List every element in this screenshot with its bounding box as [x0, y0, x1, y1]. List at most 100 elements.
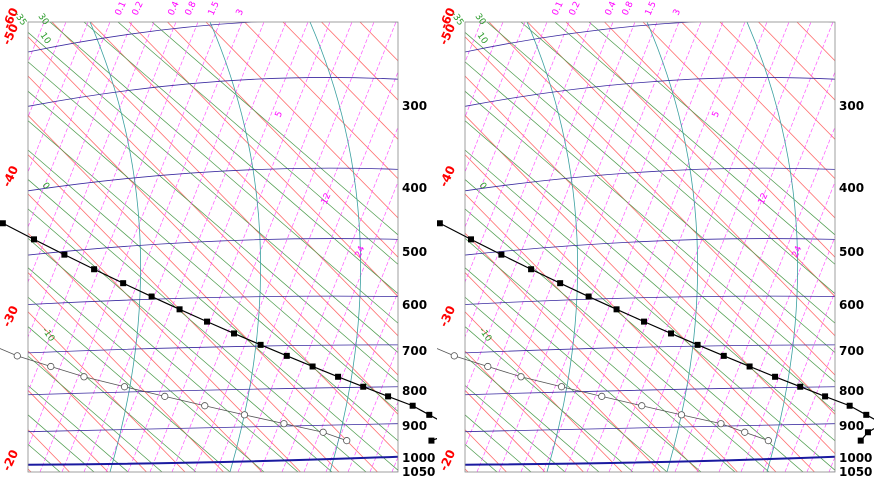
- dewpoint-point: [47, 362, 55, 371]
- mixing-ratio-label: 24: [791, 244, 805, 259]
- pressure-label: 600: [839, 298, 864, 312]
- isobar-line: [28, 77, 398, 107]
- isotherm-line: [527, 22, 835, 337]
- dry-adiabat-line: [465, 90, 835, 412]
- isobar-line: [388, 471, 398, 472]
- mixing-ratio-line: [630, 22, 812, 472]
- temperature-point: [822, 393, 829, 400]
- temperature-point: [360, 383, 367, 390]
- pressure-label: 900: [402, 419, 427, 433]
- isobar-line: [465, 238, 835, 256]
- isobar-line: [465, 167, 835, 192]
- moist-adiabat-line: [89, 22, 141, 472]
- isotherm-line: [90, 22, 398, 337]
- isobar-line: [28, 22, 398, 53]
- isotherm-line: [465, 114, 815, 472]
- isobar-line: [28, 295, 398, 305]
- isotherm-line: [28, 311, 186, 472]
- temperature-point: [846, 402, 853, 409]
- isotherm-line: [167, 22, 398, 258]
- mixing-ratio-line: [465, 22, 570, 283]
- dry-adiabat-label: 10: [475, 31, 490, 46]
- dry-adiabat-line: [28, 267, 265, 472]
- dewpoint-point: [450, 352, 458, 360]
- temperature-point: [257, 341, 264, 348]
- temperature-point: [863, 411, 870, 418]
- dry-adiabat-label: 10: [38, 31, 53, 46]
- mixing-ratio-label: 24: [354, 244, 368, 259]
- mixing-ratio-label: 5: [274, 110, 285, 119]
- dry-adiabat-line: [117, 22, 398, 265]
- mixing-ratio-line: [28, 22, 45, 63]
- dry-adiabat-line: [465, 61, 835, 383]
- dry-adiabat-line: [465, 179, 804, 472]
- isotherm-line: [28, 389, 109, 472]
- dewpoint-point: [717, 420, 725, 428]
- temperature-point: [176, 306, 183, 313]
- mixing-ratio-line: [28, 22, 177, 393]
- mixing-ratio-line: [347, 346, 398, 472]
- pressure-label: 1050: [402, 465, 435, 479]
- isotherm-line: [28, 75, 398, 455]
- mixing-ratio-line: [281, 181, 398, 472]
- isobar-line: [28, 455, 398, 466]
- mixing-ratio-line: [127, 22, 309, 472]
- mixing-ratio-label: 0.2: [131, 0, 146, 17]
- isotherm-line: [28, 350, 147, 472]
- dry-adiabat-label: 0: [477, 181, 489, 192]
- temperature-point: [385, 393, 392, 400]
- mixing-ratio-line: [193, 22, 375, 472]
- temperature-label: -30: [437, 304, 458, 330]
- dewpoint-point: [319, 428, 327, 436]
- temperature-point: [857, 437, 864, 444]
- mixing-ratio-line: [237, 71, 398, 472]
- temperature-point: [720, 352, 727, 359]
- mixing-ratio-line: [28, 22, 67, 118]
- mixing-ratio-line: [465, 22, 614, 393]
- isotherm-line: [465, 468, 469, 472]
- dry-adiabat-line: [28, 61, 398, 383]
- dry-adiabat-line: [465, 267, 702, 472]
- dry-adiabat-line: [465, 443, 498, 472]
- mixing-ratio-line: [608, 22, 790, 472]
- dewpoint-point: [280, 420, 288, 428]
- dewpoint-point: [120, 383, 129, 391]
- isotherm-line: [51, 22, 398, 376]
- isotherm-line: [681, 22, 835, 180]
- isotherm-line: [465, 311, 623, 472]
- mixing-ratio-line: [28, 22, 133, 283]
- dry-adiabat-line: [28, 384, 129, 472]
- mixing-ratio-line: [520, 22, 702, 472]
- isotherm-line: [719, 22, 835, 140]
- isotherm-line: [28, 429, 70, 472]
- isotherm-line: [28, 114, 378, 472]
- dry-adiabat-label: -10: [40, 326, 57, 344]
- pressure-label: 500: [402, 245, 427, 259]
- dewpoint-point: [240, 411, 249, 419]
- dewpoint-point: [517, 373, 525, 381]
- dry-adiabat-line: [465, 208, 770, 472]
- dry-adiabat-line: [465, 355, 600, 472]
- isobar-line: [465, 77, 835, 107]
- mixing-ratio-line: [465, 22, 504, 118]
- temperature-point: [335, 373, 342, 380]
- plot-frame: [464, 21, 836, 473]
- dewpoint-point: [80, 373, 88, 381]
- dewpoint-profile-line: [0, 348, 347, 441]
- dry-adiabat-line: [28, 90, 398, 412]
- mixing-ratio-line: [28, 22, 155, 338]
- mixing-ratio-label: 1.5: [207, 0, 222, 17]
- mixing-ratio-line: [465, 22, 482, 63]
- dry-adiabat-line: [28, 355, 163, 472]
- mixing-ratio-line: [718, 181, 835, 472]
- mixing-ratio-line: [542, 22, 724, 472]
- dry-adiabat-line: [465, 31, 835, 354]
- mixing-ratio-line: [259, 126, 398, 472]
- temperature-point: [0, 220, 6, 227]
- dewpoint-point: [677, 411, 686, 419]
- mixing-ratio-line: [465, 22, 526, 173]
- dry-adiabat-line: [28, 237, 299, 472]
- isotherm-line: [205, 22, 398, 219]
- skew-t-chart-left: 30040050060070080090010001050-60-50-40-3…: [0, 0, 437, 479]
